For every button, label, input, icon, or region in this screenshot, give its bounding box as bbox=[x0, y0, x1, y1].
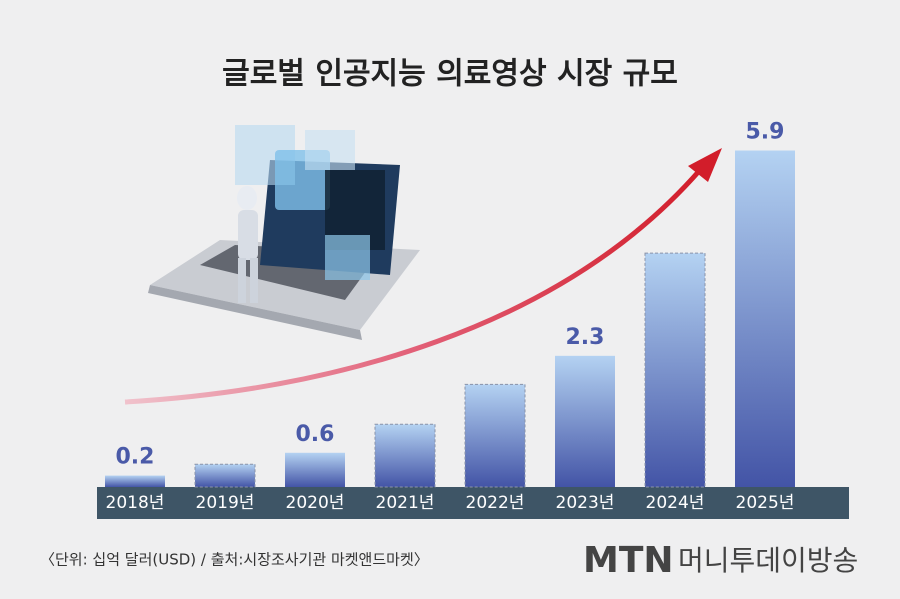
x-tick-label: 2022년 bbox=[466, 493, 525, 513]
trend-arrowhead bbox=[688, 148, 722, 182]
bar bbox=[374, 423, 436, 488]
logo: MTN bbox=[583, 540, 674, 581]
x-tick-label: 2023년 bbox=[556, 493, 615, 513]
bar bbox=[464, 383, 526, 488]
bar bbox=[105, 475, 165, 487]
bar bbox=[735, 150, 795, 487]
illustration bbox=[148, 125, 420, 340]
x-tick-label: 2021년 bbox=[376, 493, 435, 513]
x-tick-label: 2019년 bbox=[196, 493, 255, 513]
bar bbox=[194, 463, 256, 488]
bar bbox=[285, 452, 345, 487]
x-tick-label: 2024년 bbox=[646, 493, 705, 513]
value-label: 2.3 bbox=[566, 325, 605, 350]
bar bbox=[555, 355, 615, 487]
broadcaster: 머니투데이방송 bbox=[678, 544, 858, 577]
chart-title: 글로벌 인공지능 의료영상 시장 규모 bbox=[222, 57, 678, 92]
category-band bbox=[97, 487, 849, 519]
x-tick-label: 2018년 bbox=[106, 493, 165, 513]
source-note: 〈단위: 십억 달러(USD) / 출처:시장조사기관 마켓앤드마켓〉 bbox=[40, 551, 429, 569]
x-tick-label: 2025년 bbox=[736, 493, 795, 513]
trend-arrow bbox=[124, 168, 702, 405]
value-label: 5.9 bbox=[746, 120, 785, 145]
value-label: 0.6 bbox=[296, 422, 335, 447]
x-tick-label: 2020년 bbox=[286, 493, 345, 513]
value-label: 0.2 bbox=[116, 445, 155, 470]
bar bbox=[644, 252, 706, 488]
